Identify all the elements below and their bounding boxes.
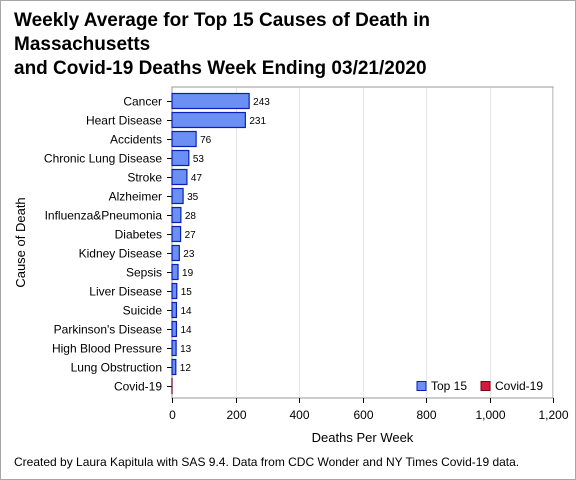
category-label-12: Parkinson's Disease	[54, 323, 163, 337]
bar-top15-7	[171, 225, 182, 243]
category-label-15: Covid-19	[114, 380, 162, 394]
x-axis-label: Deaths Per Week	[312, 430, 414, 445]
bar-top15-1	[171, 111, 246, 129]
bar-top15-5	[171, 187, 184, 205]
category-label-6: Influenza&Pneumonia	[45, 209, 163, 223]
category-label-14: Lung Obstruction	[71, 361, 162, 375]
x-tick-label-4: 800	[416, 408, 436, 422]
bar-top15-9	[171, 263, 179, 281]
title-line-3: and Covid-19 Deaths Week Ending 03/21/20…	[14, 58, 427, 79]
category-label-1: Heart Disease	[86, 114, 162, 128]
category-label-9: Sepsis	[126, 266, 162, 280]
data-label-0: 243	[253, 97, 270, 108]
data-label-8: 23	[183, 249, 195, 260]
data-label-12: 14	[180, 325, 192, 336]
data-label-6: 28	[185, 211, 197, 222]
title-line-2: Massachusetts	[14, 34, 151, 55]
x-tick-label-6: 1,200	[538, 408, 568, 422]
bar-top15-0	[171, 92, 250, 110]
data-label-5: 35	[187, 192, 199, 203]
data-label-9: 19	[182, 268, 194, 279]
category-label-13: High Blood Pressure	[52, 342, 162, 356]
x-tick-label-5: 1,000	[475, 408, 505, 422]
x-tick-label-2: 400	[289, 408, 309, 422]
data-label-2: 76	[200, 135, 212, 146]
bar-top15-4	[171, 168, 188, 186]
bar-top15-3	[171, 149, 190, 167]
data-label-10: 15	[181, 287, 193, 298]
data-label-11: 14	[180, 306, 192, 317]
chart-title: Weekly Average for Top 15 Causes of Deat…	[14, 9, 564, 81]
legend-label-top15: Top 15	[431, 379, 467, 393]
bar-top15-2	[171, 130, 197, 148]
category-label-3: Chronic Lung Disease	[44, 152, 162, 166]
bar-top15-6	[171, 206, 182, 224]
category-label-10: Liver Disease	[89, 285, 162, 299]
data-label-7: 27	[185, 230, 197, 241]
x-tick-label-3: 600	[353, 408, 373, 422]
data-label-3: 53	[193, 154, 205, 165]
legend-swatch-covid	[480, 381, 491, 391]
bar-top15-13	[171, 339, 177, 357]
category-label-2: Accidents	[110, 133, 162, 147]
bar-top15-10	[171, 282, 178, 300]
bar-top15-14	[171, 358, 177, 376]
bar-top15-8	[171, 244, 180, 262]
title-line-1: Weekly Average for Top 15 Causes of Deat…	[14, 10, 431, 31]
y-axis-label: Cause of Death	[13, 197, 28, 287]
category-label-5: Alzheimer	[109, 190, 162, 204]
legend-swatch-top15	[416, 381, 427, 391]
x-tick-label-0: 0	[169, 408, 176, 422]
legend-label-covid: Covid-19	[495, 379, 543, 393]
plot-area	[171, 86, 554, 399]
category-label-0: Cancer	[123, 95, 162, 109]
data-label-1: 231	[249, 116, 266, 127]
bar-top15-11	[171, 301, 178, 319]
data-label-13: 13	[180, 344, 192, 355]
bar-top15-12	[171, 320, 178, 338]
category-label-8: Kidney Disease	[79, 247, 163, 261]
footnote: Created by Laura Kapitula with SAS 9.4. …	[14, 455, 520, 469]
x-tick-label-1: 200	[226, 408, 246, 422]
category-label-7: Diabetes	[115, 228, 162, 242]
category-label-4: Stroke	[127, 171, 162, 185]
category-label-11: Suicide	[123, 304, 163, 318]
data-label-14: 12	[180, 363, 192, 374]
data-label-4: 47	[191, 173, 203, 184]
